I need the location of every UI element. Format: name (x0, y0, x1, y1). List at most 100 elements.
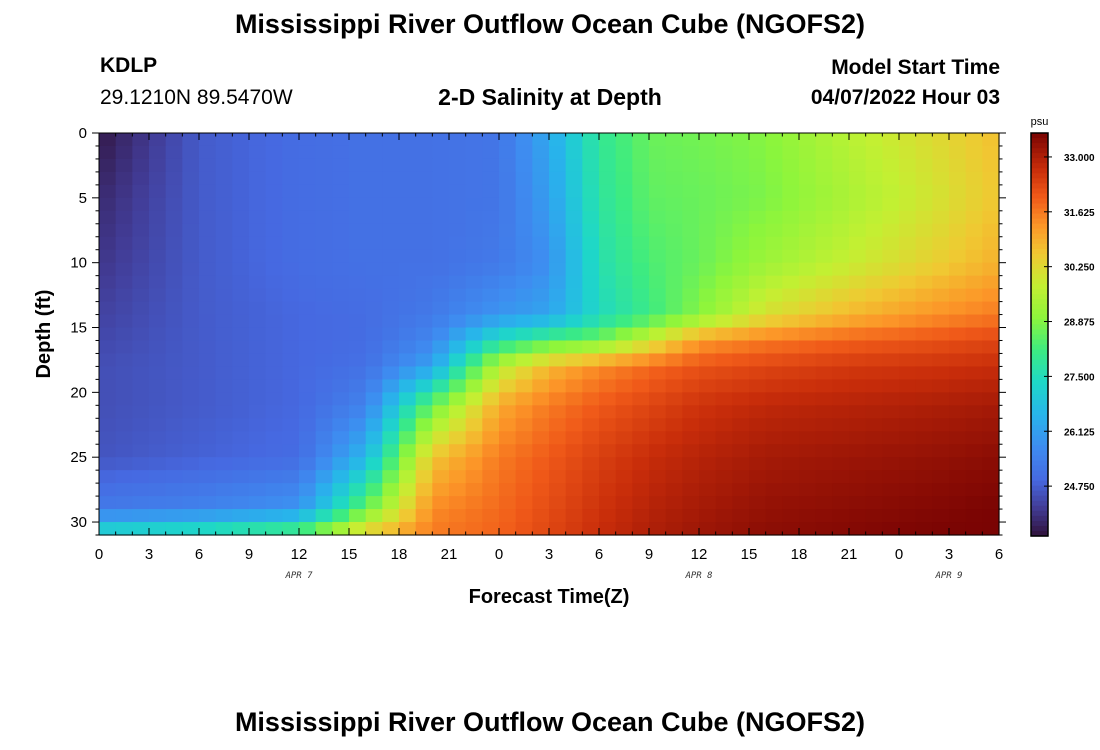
heatmap-cell (632, 158, 650, 173)
heatmap-cell (832, 496, 850, 510)
heatmap-cell (449, 236, 467, 251)
heatmap-cell (515, 262, 533, 277)
heatmap-cell (715, 275, 733, 290)
heatmap-cell (115, 275, 133, 290)
heatmap-cell (282, 184, 300, 199)
x-tick-label: 6 (595, 546, 603, 563)
colorbar-segment (1031, 203, 1048, 210)
heatmap-cell (349, 171, 367, 186)
heatmap-cell (415, 353, 433, 368)
heatmap-cell (932, 275, 950, 290)
heatmap-cell (565, 210, 583, 225)
heatmap-cell (882, 249, 900, 264)
heatmap-cell (632, 249, 650, 264)
heatmap-cell (715, 288, 733, 303)
heatmap-cell (699, 470, 717, 484)
heatmap-cell (765, 327, 783, 342)
heatmap-cell (165, 184, 183, 199)
colorbar-segment (1031, 510, 1048, 517)
heatmap-cell (449, 522, 467, 536)
colorbar-segment (1031, 359, 1048, 366)
heatmap-cell (265, 392, 283, 406)
heatmap-cell (599, 444, 617, 458)
heatmap-cell (582, 314, 600, 329)
heatmap-cell (465, 379, 483, 393)
heatmap-cell (765, 353, 783, 368)
heatmap-cell (965, 353, 983, 368)
colorbar-segment (1031, 415, 1048, 421)
heatmap-cell (549, 379, 567, 393)
heatmap-cell (299, 236, 317, 251)
heatmap-cell (749, 418, 767, 432)
heatmap-cell (965, 210, 983, 225)
heatmap-cell (699, 314, 717, 329)
heatmap-cell (832, 197, 850, 212)
heatmap-cell (732, 366, 750, 380)
heatmap-cell (265, 470, 283, 484)
heatmap-cell (765, 405, 783, 419)
heatmap-cell (832, 444, 850, 458)
heatmap-cell (732, 223, 750, 238)
heatmap-cell (349, 457, 367, 471)
heatmap-cell (782, 509, 800, 523)
heatmap-cell (149, 457, 167, 471)
heatmap-cell (115, 262, 133, 277)
colorbar-segment (1031, 344, 1048, 351)
heatmap-cell (465, 522, 483, 536)
heatmap-cell (782, 249, 800, 264)
heatmap-cell (515, 158, 533, 173)
heatmap-cell (215, 223, 233, 238)
heatmap-cell (549, 418, 567, 432)
heatmap-cell (715, 379, 733, 393)
heatmap-cell (349, 249, 367, 264)
heatmap-cell (199, 496, 217, 510)
heatmap-cell (582, 483, 600, 497)
heatmap-cell (249, 171, 267, 186)
heatmap-cell (499, 418, 517, 432)
heatmap-cell (282, 431, 300, 445)
heatmap-cell (849, 353, 867, 368)
heatmap-cell (599, 522, 617, 536)
heatmap-cell (615, 184, 633, 199)
heatmap-cell (499, 405, 517, 419)
heatmap-cell (915, 431, 933, 445)
heatmap-cell (915, 223, 933, 238)
heatmap-cell (682, 197, 700, 212)
heatmap-cell (815, 158, 833, 173)
heatmap-cell (765, 340, 783, 355)
heatmap-cell (349, 145, 367, 160)
heatmap-cell (382, 405, 400, 419)
heatmap-cell (315, 496, 333, 510)
heatmap-cell (782, 262, 800, 277)
heatmap-cell (232, 236, 250, 251)
heatmap-cell (532, 275, 550, 290)
heatmap-cell (132, 197, 150, 212)
heatmap-cell (399, 418, 417, 432)
heatmap-cell (449, 158, 467, 173)
heatmap-cell (649, 145, 667, 160)
heatmap-cell (582, 301, 600, 316)
heatmap-cell (849, 223, 867, 238)
heatmap-cell (399, 327, 417, 342)
colorbar-segment (1031, 505, 1048, 512)
heatmap-cell (299, 392, 317, 406)
heatmap-cell (665, 444, 683, 458)
heatmap-cell (399, 275, 417, 290)
heatmap-cell (732, 379, 750, 393)
heatmap-cell (899, 288, 917, 303)
heatmap-cell (632, 275, 650, 290)
heatmap-cell (199, 340, 217, 355)
heatmap-cell (799, 405, 817, 419)
heatmap-cell (415, 340, 433, 355)
heatmap-cell (232, 431, 250, 445)
heatmap-cell (99, 275, 117, 290)
heatmap-cell (182, 444, 200, 458)
heatmap-cell (699, 340, 717, 355)
heatmap-cell (499, 236, 517, 251)
heatmap-cell (332, 133, 350, 147)
heatmap-cell (265, 431, 283, 445)
heatmap-cell (649, 158, 667, 173)
heatmap-cell (615, 171, 633, 186)
heatmap-cell (349, 366, 367, 380)
heatmap-cell (932, 262, 950, 277)
